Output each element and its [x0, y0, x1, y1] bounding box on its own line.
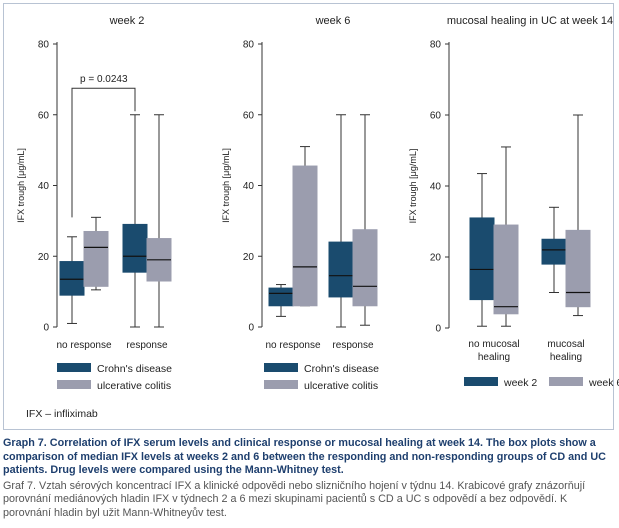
legend-swatch	[57, 363, 91, 372]
y-axis-label: IFX trough [μg/mL]	[221, 148, 231, 223]
panel-title: mucosal healing in UC at week 14	[447, 15, 613, 27]
y-tick-label: 20	[430, 253, 442, 264]
panel-title: week 6	[315, 15, 351, 27]
figure-caption: Graph 7. Correlation of IFX serum levels…	[3, 437, 615, 520]
y-tick-label: 80	[430, 40, 442, 51]
y-tick-label: 80	[243, 40, 255, 51]
y-tick-label: 40	[38, 181, 50, 192]
y-tick-label: 0	[435, 324, 441, 335]
y-tick-label: 40	[243, 181, 255, 192]
box	[352, 229, 378, 307]
legend-swatch	[264, 380, 298, 389]
y-tick-label: 0	[248, 323, 254, 334]
category-label: mucosal	[547, 339, 584, 350]
y-tick-label: 0	[43, 323, 49, 334]
y-tick-label: 60	[430, 111, 442, 122]
legend-label: week 2	[503, 377, 537, 389]
legend-label: Crohn's disease	[304, 363, 379, 375]
box	[122, 223, 148, 273]
category-label: healing	[550, 352, 582, 363]
box	[59, 261, 85, 296]
box	[268, 287, 294, 307]
panel-title: week 2	[109, 15, 145, 27]
box	[493, 224, 519, 315]
legend-swatch	[264, 363, 298, 372]
legend-swatch	[57, 380, 91, 389]
box	[565, 229, 591, 308]
box	[83, 230, 109, 287]
box	[541, 238, 567, 265]
category-label: no response	[265, 340, 320, 351]
legend-label: Crohn's disease	[97, 363, 172, 375]
legend-label: week 6	[588, 377, 619, 389]
legend-label: ulcerative colitis	[97, 380, 171, 392]
y-tick-label: 20	[243, 252, 255, 263]
y-tick-label: 40	[430, 182, 442, 193]
y-axis-label: IFX trough [μg/mL]	[408, 149, 418, 224]
significance-bracket	[71, 87, 136, 218]
legend-swatch	[464, 377, 498, 386]
category-label: response	[126, 340, 168, 351]
y-tick-label: 60	[38, 110, 50, 121]
y-tick-label: 60	[243, 110, 255, 121]
panel-2: week 6 0 20 40 60 80 IFX trough [μg/mL] no resp…	[221, 15, 379, 392]
box	[328, 241, 354, 298]
category-label: healing	[478, 352, 510, 363]
legend-label: ulcerative colitis	[304, 380, 378, 392]
category-label: no response	[56, 340, 111, 351]
panel-1: week 2 0 20 40 60 80 IFX trough [μg/mL] no resp…	[16, 15, 172, 392]
category-label: no mucosal	[468, 339, 519, 350]
y-axis-label: IFX trough [μg/mL]	[16, 148, 26, 223]
box	[292, 165, 318, 307]
panel-3: mucosal healing in UC at week 14 0 20 40 60 8…	[408, 15, 619, 389]
p-value-annotation: p = 0.0243	[80, 74, 128, 85]
y-tick-label: 20	[38, 252, 50, 263]
box-plot-figure: week 2 0 20 40 60 80 IFX trough [μg/mL] no resp…	[16, 15, 619, 392]
legend-swatch	[549, 377, 583, 386]
box	[469, 217, 495, 301]
y-tick-label: 80	[38, 40, 50, 51]
category-label: response	[332, 340, 374, 351]
footnote: IFX – infliximab	[26, 408, 98, 420]
caption-english: Graph 7. Correlation of IFX serum levels…	[3, 437, 606, 476]
caption-czech: Graf 7. Vztah sérových koncentrací IFX a…	[3, 479, 586, 519]
